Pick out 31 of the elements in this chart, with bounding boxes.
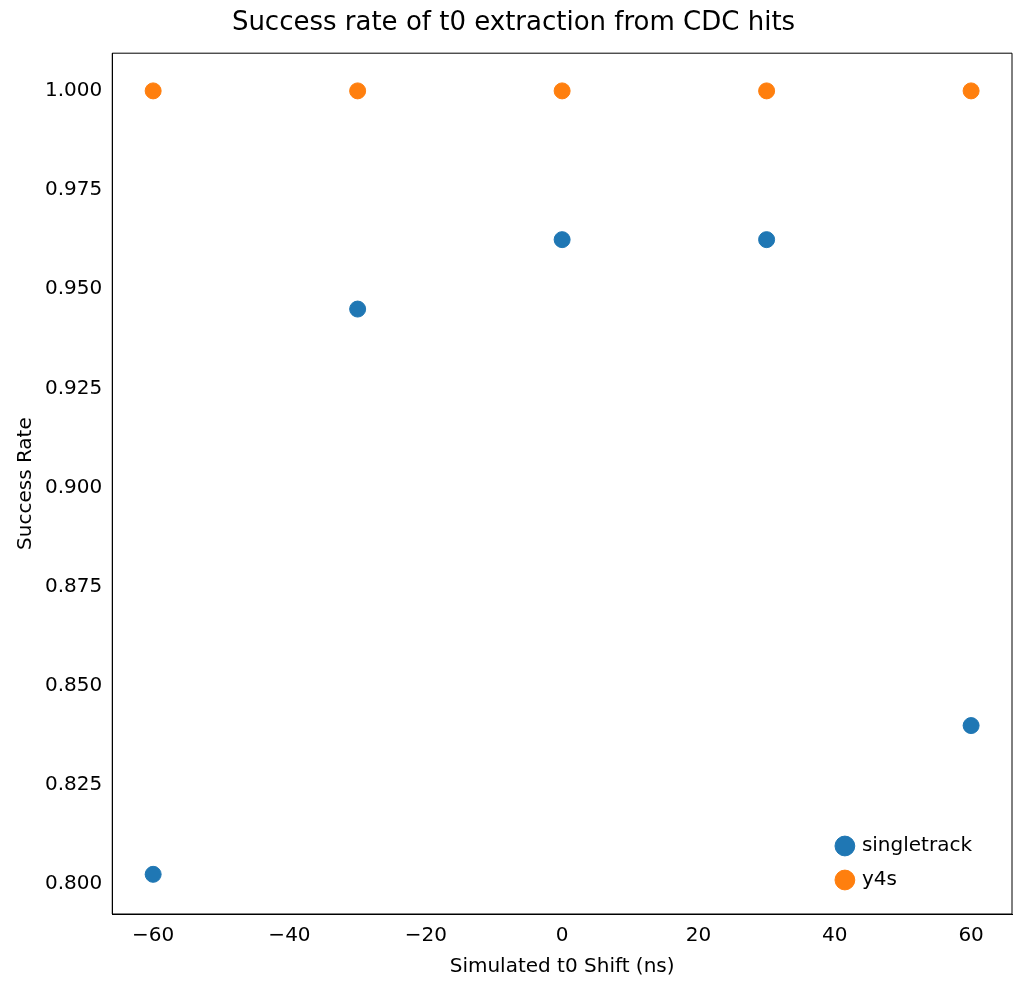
y-tick-label: 0.850 <box>44 672 103 697</box>
point <box>553 231 571 249</box>
x-tick-label: 40 <box>822 922 848 947</box>
point <box>962 82 980 100</box>
y-tick-label: 0.950 <box>44 275 103 300</box>
x-axis-title: Simulated t0 Shift (ns) <box>449 953 675 978</box>
point <box>758 82 776 100</box>
y-tick-label: 0.800 <box>44 870 103 895</box>
x-tick-label: −20 <box>404 922 447 947</box>
legend-label: singletrack <box>861 832 973 857</box>
x-tick-label: −60 <box>132 922 175 947</box>
y-tick-label: 0.900 <box>44 473 103 498</box>
x-tick-label: 0 <box>555 922 569 947</box>
y-tick-label: 0.875 <box>44 572 103 597</box>
y-axis-title: Success Rate <box>12 417 37 550</box>
y-tick-label: 1.000 <box>44 77 103 102</box>
y-tick-label: 0.925 <box>44 374 103 399</box>
point <box>553 82 571 100</box>
y-tick-label: 0.825 <box>44 771 103 796</box>
x-tick-label: −40 <box>268 922 311 947</box>
point <box>962 717 980 735</box>
x-tick-label: 20 <box>685 922 712 947</box>
point <box>144 82 162 100</box>
x-tick-label: 60 <box>958 922 984 947</box>
point <box>144 865 162 883</box>
chart-title: Success rate of t0 extraction from CDC hits <box>231 6 796 37</box>
y-tick-label: 0.975 <box>44 176 103 201</box>
point <box>349 82 367 100</box>
legend-label: y4s <box>861 866 897 891</box>
point <box>758 231 776 249</box>
point <box>349 300 367 318</box>
